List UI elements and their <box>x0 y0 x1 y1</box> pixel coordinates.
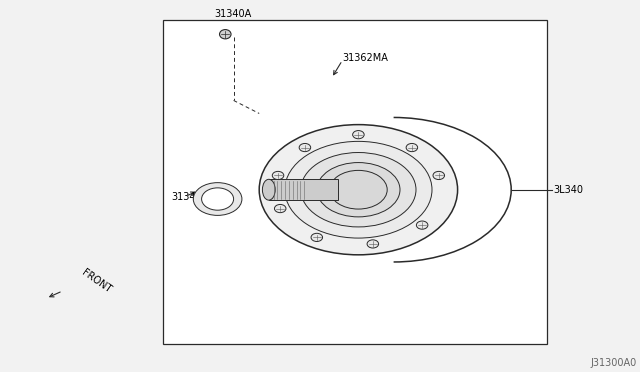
Text: 31344: 31344 <box>172 192 202 202</box>
Ellipse shape <box>272 171 284 180</box>
Ellipse shape <box>202 188 234 210</box>
Ellipse shape <box>193 183 242 215</box>
Ellipse shape <box>220 29 231 39</box>
Ellipse shape <box>367 240 379 248</box>
Ellipse shape <box>406 144 418 152</box>
Ellipse shape <box>417 221 428 229</box>
Ellipse shape <box>275 205 286 213</box>
Ellipse shape <box>330 170 387 209</box>
Polygon shape <box>269 179 339 200</box>
Ellipse shape <box>301 153 416 227</box>
Ellipse shape <box>433 171 445 180</box>
Ellipse shape <box>262 179 275 200</box>
Text: J31300A0: J31300A0 <box>591 358 637 368</box>
Ellipse shape <box>259 125 458 255</box>
Ellipse shape <box>311 233 323 241</box>
Text: FRONT: FRONT <box>80 267 113 295</box>
Bar <box>163 20 547 344</box>
Text: 31340A: 31340A <box>214 9 252 19</box>
Ellipse shape <box>299 144 310 152</box>
Text: 31362MA: 31362MA <box>342 53 388 62</box>
Ellipse shape <box>317 163 400 217</box>
Ellipse shape <box>353 131 364 139</box>
Ellipse shape <box>285 141 432 238</box>
Text: 3L340: 3L340 <box>554 185 584 195</box>
